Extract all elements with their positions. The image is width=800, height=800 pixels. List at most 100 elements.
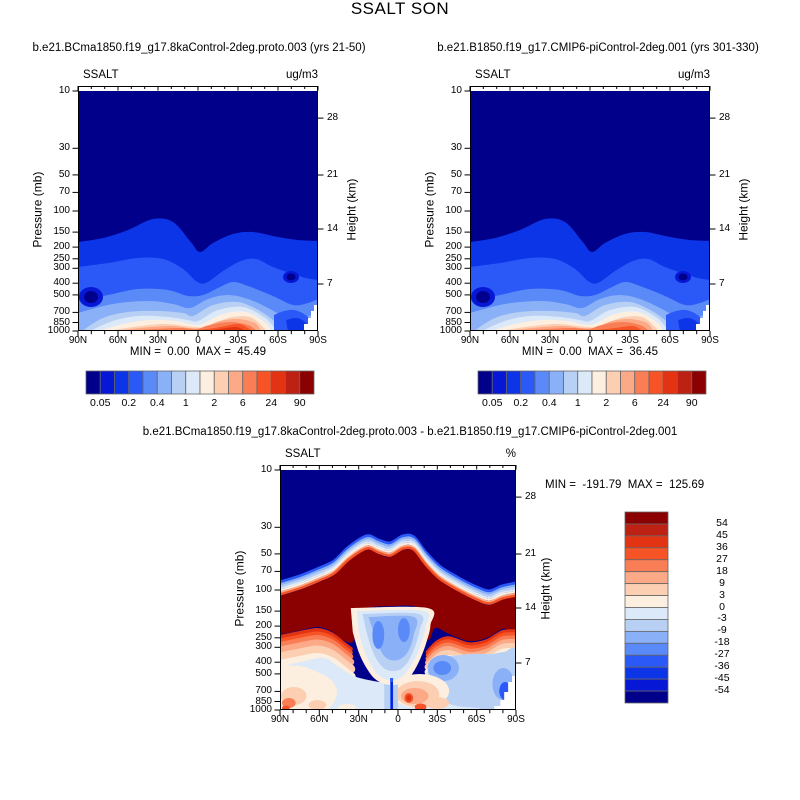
colorbar-box <box>213 370 229 395</box>
figure-title: SSALT SON <box>350 0 450 18</box>
colorbar-tick-label: -27 <box>714 648 730 661</box>
colorbar-tick-label: 0 <box>719 600 725 613</box>
colorbar-box <box>256 370 272 395</box>
pressure-tick-label: 10 <box>260 464 272 475</box>
colorbar-tick-label: 0.2 <box>121 397 137 409</box>
height-tick-label: 21 <box>327 169 339 180</box>
lat-tick-label: 60S <box>661 335 679 346</box>
colorbar-tick-label: -18 <box>714 636 730 649</box>
pressure-tick-label: 850 <box>255 695 272 707</box>
lat-tick-label: 30N <box>349 714 368 725</box>
colorbar-box <box>624 583 669 596</box>
colorbar-box <box>299 370 315 395</box>
lat-tick-label: 30S <box>428 714 447 725</box>
colorbar-box <box>591 370 607 395</box>
pressure-tick-label: 500 <box>255 667 272 679</box>
height-axis-label: Height (km) <box>538 557 553 620</box>
colorbar-box <box>520 370 536 395</box>
pressure-tick-label: 200 <box>53 241 70 253</box>
colorbar-box <box>171 370 187 395</box>
field-label: SSALT <box>285 448 321 460</box>
colorbar-tick-label: 24 <box>265 397 278 409</box>
pressure-tick-label: 250 <box>255 631 272 643</box>
colorbar-box <box>624 523 669 537</box>
pressure-tick-label: 70 <box>450 186 462 198</box>
colorbar-box <box>548 370 564 395</box>
panel-title-top-right: b.e21.B1850.f19_g17.CMIP6-piControl-2deg… <box>437 42 759 54</box>
pressure-tick-label: 150 <box>53 226 70 238</box>
field-label: SSALT <box>83 69 119 81</box>
height-axis-label: Height (km) <box>344 178 359 241</box>
pressure-tick-label: 70 <box>58 186 70 198</box>
height-axis-label: Height (km) <box>736 178 751 241</box>
plot-frame <box>78 86 318 331</box>
lat-tick-label: 0 <box>587 335 593 346</box>
colorbar-tick-label: -45 <box>714 672 730 685</box>
height-tick-label: 14 <box>719 223 731 234</box>
colorbar-tick-label: 24 <box>657 397 670 409</box>
pressure-tick-label: 70 <box>260 565 272 577</box>
height-tick-label: 28 <box>719 112 731 124</box>
pressure-tick-label: 1000 <box>439 325 462 336</box>
height-tick-label: 21 <box>719 169 731 180</box>
lat-tick-label: 60S <box>467 714 486 725</box>
colorbar-box <box>563 370 579 395</box>
height-tick-label: 28 <box>525 491 537 503</box>
pressure-tick-label: 200 <box>445 241 462 253</box>
colorbar-box <box>285 370 301 395</box>
contour-plot-svg <box>464 86 716 337</box>
colorbar-box <box>691 370 707 395</box>
axis-ticks <box>464 86 716 337</box>
colorbar-tick-label: 0.05 <box>90 397 111 409</box>
field-label: SSALT <box>475 69 511 81</box>
height-tick-label: 14 <box>327 223 339 234</box>
pressure-tick-label: 50 <box>260 547 272 559</box>
lat-tick-label: 60N <box>108 335 128 346</box>
contour-fill <box>280 470 516 710</box>
colorbar-box <box>577 370 593 395</box>
colorbar <box>477 370 707 395</box>
lat-tick-label: 30S <box>621 335 639 346</box>
lat-tick-label: 90S <box>507 714 525 725</box>
colorbar-box <box>128 370 144 395</box>
pressure-tick-label: 50 <box>450 168 462 180</box>
colorbar-box <box>624 607 669 620</box>
colorbar-tick-label: 0.4 <box>541 397 557 409</box>
colorbar <box>624 511 669 704</box>
colorbar-box <box>624 535 669 549</box>
lat-tick-label: 0 <box>195 335 201 346</box>
colorbar-tick-label: 2 <box>211 397 218 409</box>
colorbar-box <box>185 370 201 395</box>
height-tick-label: 14 <box>525 602 537 613</box>
colorbar-box <box>114 370 130 395</box>
lat-tick-label: 0 <box>395 714 401 725</box>
height-tick-label: 7 <box>525 656 531 668</box>
pressure-tick-label: 100 <box>53 205 70 216</box>
lat-tick-label: 30N <box>148 335 168 346</box>
contour-fill <box>78 91 318 331</box>
pressure-tick-label: 200 <box>255 620 272 632</box>
colorbar-box <box>662 370 678 395</box>
lat-tick-label: 90N <box>68 335 88 346</box>
colorbar-box <box>477 370 493 395</box>
colorbar-tick-label: 27 <box>716 552 728 565</box>
colorbar-box <box>624 511 669 525</box>
height-tick-label: 7 <box>327 277 333 289</box>
pressure-tick-label: 250 <box>53 252 70 264</box>
pressure-tick-label: 10 <box>450 85 462 96</box>
height-tick-label: 28 <box>327 112 339 124</box>
colorbar-tick-label: 90 <box>293 397 306 409</box>
lat-tick-label: 30N <box>540 335 560 346</box>
pressure-tick-label: 150 <box>255 605 272 617</box>
colorbar-box <box>228 370 244 395</box>
pressure-tick-label: 30 <box>58 142 70 154</box>
pressure-tick-label: 30 <box>450 142 462 154</box>
colorbar-tick-label: 9 <box>719 576 725 589</box>
lat-tick-label: 90N <box>270 714 290 725</box>
contour-plot-svg <box>274 465 522 716</box>
pressure-tick-label: 400 <box>445 277 462 289</box>
pressure-tick-label: 1000 <box>47 325 70 336</box>
colorbar-box <box>624 559 669 573</box>
colorbar-box <box>634 370 650 395</box>
